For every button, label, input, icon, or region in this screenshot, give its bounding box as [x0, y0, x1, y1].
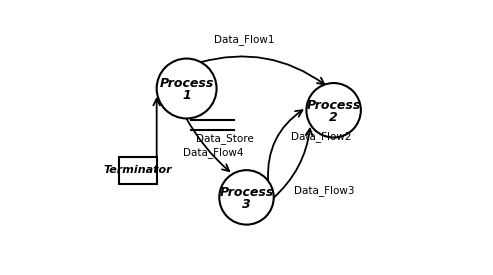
- Text: 3: 3: [242, 198, 251, 211]
- Circle shape: [219, 170, 274, 225]
- FancyBboxPatch shape: [118, 156, 157, 184]
- Text: Data_Flow4: Data_Flow4: [182, 147, 243, 158]
- Text: Data_Flow3: Data_Flow3: [294, 185, 354, 196]
- Text: Process: Process: [307, 99, 361, 112]
- Circle shape: [306, 83, 361, 138]
- Text: Data_Flow1: Data_Flow1: [213, 34, 274, 45]
- Text: Terminator: Terminator: [104, 165, 172, 175]
- Text: Data_Flow2: Data_Flow2: [291, 131, 352, 142]
- Text: Process: Process: [159, 77, 214, 90]
- Text: 2: 2: [329, 111, 338, 123]
- Text: Data_Store: Data_Store: [196, 133, 254, 144]
- Text: 1: 1: [182, 89, 191, 102]
- Text: Process: Process: [219, 186, 274, 199]
- Circle shape: [157, 59, 216, 119]
